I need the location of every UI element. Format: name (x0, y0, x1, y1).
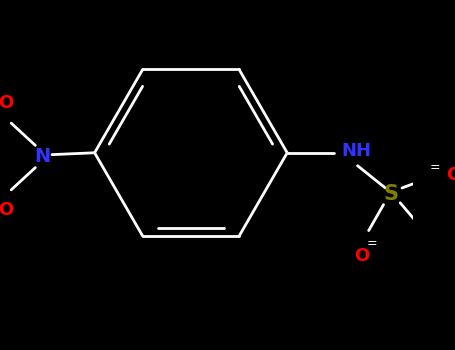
Text: O: O (354, 247, 369, 265)
Text: O: O (0, 94, 13, 112)
Text: =: = (367, 237, 378, 250)
Text: O: O (0, 201, 13, 219)
Text: N: N (35, 147, 51, 166)
Text: =: = (430, 161, 441, 174)
Text: O: O (446, 166, 455, 184)
Text: NH: NH (341, 142, 371, 160)
Text: S: S (384, 183, 399, 203)
